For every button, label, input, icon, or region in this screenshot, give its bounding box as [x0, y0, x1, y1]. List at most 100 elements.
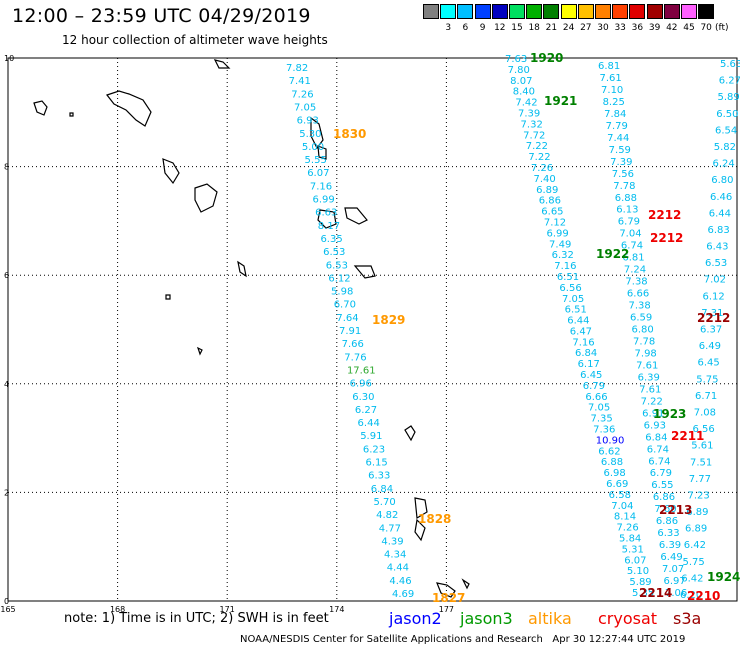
- swh-value: 17.61: [347, 365, 376, 376]
- island-outline: [404, 425, 416, 442]
- scale-label: 27: [580, 23, 592, 33]
- swh-value: 7.63: [505, 54, 527, 65]
- swh-value: 4.39: [381, 536, 403, 547]
- swh-value: 5.89: [629, 577, 651, 588]
- swh-value: 7.16: [310, 181, 332, 192]
- island-outline: [237, 260, 247, 278]
- time-label: 1829: [372, 313, 405, 327]
- x-axis-label: 171: [220, 605, 235, 614]
- scale-swatch: [509, 4, 525, 19]
- scale-label: 3: [445, 23, 452, 33]
- swh-value: 7.59: [609, 145, 631, 156]
- scale-label: 6: [462, 23, 469, 33]
- island-outline: [436, 582, 456, 598]
- swh-value: 6.51: [565, 305, 587, 316]
- scale-label: 36: [631, 23, 644, 33]
- swh-value: 6.27: [355, 405, 377, 416]
- swh-value: 7.77: [689, 474, 711, 485]
- swh-value: 5.31: [622, 544, 644, 555]
- swh-value: 4.69: [392, 589, 414, 600]
- scale-label: 21: [545, 23, 558, 33]
- swh-value: 5.10: [627, 566, 649, 577]
- swh-value: 5.55: [305, 155, 327, 166]
- satellite-altika: altika: [528, 609, 572, 628]
- swh-value: 7.84: [604, 109, 626, 120]
- swh-value: 5.91: [360, 431, 382, 442]
- satellite-jason2: jason2: [389, 609, 442, 628]
- swh-value: 6.99: [313, 195, 335, 206]
- swh-value: 6.97: [663, 576, 685, 587]
- swh-value: 6.35: [320, 234, 342, 245]
- island-outline: [344, 207, 368, 225]
- time-label: 2211: [671, 429, 704, 443]
- swh-value: 6.80: [711, 175, 733, 186]
- note-text: note: 1) Time is in UTC; 2) SWH is in fe…: [64, 611, 329, 626]
- swh-value: 6.84: [645, 432, 667, 443]
- swh-value: 6.59: [630, 313, 652, 324]
- swh-value: 6.69: [606, 479, 628, 490]
- time-label: 2214: [639, 586, 672, 600]
- time-label: 2212: [650, 231, 683, 245]
- swh-value: 5.82: [714, 142, 736, 153]
- swh-value: 6.99: [546, 228, 568, 239]
- footer-credit: NOAA/NESDIS Center for Satellite Applica…: [240, 634, 686, 645]
- scale-label: 15: [511, 23, 523, 33]
- swh-value: 6.30: [352, 392, 374, 403]
- time-label: 1830: [333, 127, 366, 141]
- satellite-cryosat: cryosat: [598, 609, 658, 628]
- swh-value: 6.71: [695, 391, 717, 402]
- swh-value: 7.91: [339, 326, 361, 337]
- swh-value: 6.44: [567, 316, 589, 327]
- scale-label: 70: [700, 23, 712, 33]
- swh-value: 7.56: [612, 169, 634, 180]
- swh-value: 5.00: [302, 142, 324, 153]
- swh-value: 7.41: [289, 76, 311, 87]
- swh-value: 5.70: [373, 497, 395, 508]
- swh-value: 7.22: [528, 152, 550, 163]
- swh-value: 5.75: [696, 374, 718, 385]
- swh-value: 5.63: [720, 59, 740, 70]
- swh-value: 6.15: [366, 458, 388, 469]
- x-axis-label: 177: [439, 605, 454, 614]
- scale-label: 45: [683, 23, 695, 33]
- y-axis-label: 10: [4, 54, 14, 63]
- swh-value: 6.46: [710, 192, 732, 203]
- time-label: 2213: [659, 503, 692, 517]
- swh-value: 7.05: [294, 102, 316, 113]
- x-axis-label: 168: [110, 605, 125, 614]
- swh-value: 5.35: [632, 588, 654, 599]
- swh-value: 7.78: [613, 181, 635, 192]
- swh-value: 6.96: [350, 379, 372, 390]
- y-axis-label: 2: [4, 488, 9, 497]
- swh-value: 6.81: [598, 61, 620, 72]
- swh-value: 6.53: [323, 247, 345, 258]
- swh-value: 7.44: [607, 133, 629, 144]
- map-subtitle: 12 hour collection of altimeter wave hei…: [62, 33, 328, 47]
- swh-value: 6.53: [705, 258, 727, 269]
- scale-label: 42: [666, 23, 678, 33]
- swh-value: 6.39: [659, 540, 681, 551]
- swh-value: 7.32: [521, 119, 543, 130]
- scale-swatch: [440, 4, 457, 19]
- swh-value: 6.43: [706, 242, 728, 253]
- swh-values: 7.82 7.41 7.26 7.05 6.93 5.30 5.00 5.55 6.07 7.16…: [286, 54, 740, 601]
- swh-value: 6.42: [684, 540, 706, 551]
- swh-value: 7.22: [641, 396, 663, 407]
- time-label: 1920: [530, 51, 563, 65]
- swh-value: 4.46: [389, 576, 411, 587]
- swh-value: 7.12: [544, 217, 566, 228]
- swh-value: 5.30: [299, 129, 321, 140]
- swh-value: 7.22: [526, 141, 548, 152]
- swh-value: 6.12: [703, 291, 725, 302]
- satellite-s3a: s3a: [673, 609, 702, 628]
- scale-swatch: [663, 4, 680, 19]
- swh-value: 7.98: [635, 348, 657, 359]
- scale-unit: (ft): [715, 23, 729, 33]
- swh-value: 6.66: [585, 392, 607, 403]
- swh-value: 6.66: [627, 289, 649, 300]
- swh-value: 4.44: [387, 563, 409, 574]
- scale-swatch: [577, 4, 594, 19]
- time-label: 1827: [432, 591, 465, 605]
- swh-value: 6.49: [699, 341, 721, 352]
